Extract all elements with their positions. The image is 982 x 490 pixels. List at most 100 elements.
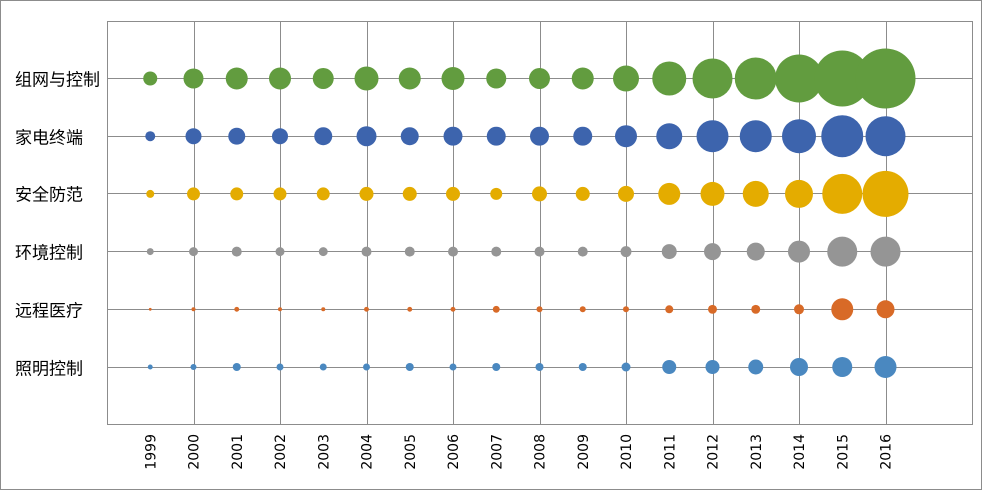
bubble <box>746 242 765 261</box>
x-tick-label: 2005 <box>403 434 419 470</box>
bubble <box>794 304 804 315</box>
bubble <box>618 185 634 202</box>
bubble <box>448 246 458 257</box>
bubble <box>187 187 200 201</box>
x-tick-label: 2008 <box>533 434 549 470</box>
bubble <box>405 363 414 371</box>
bubble <box>490 187 503 200</box>
x-tick-label: 2000 <box>187 434 203 470</box>
bubble <box>742 180 769 207</box>
bubble <box>623 306 629 313</box>
bubble <box>449 363 457 371</box>
bubble <box>822 173 863 214</box>
bubble <box>855 48 916 109</box>
bubble <box>788 240 810 263</box>
bubble <box>143 71 158 86</box>
bubble <box>230 187 244 201</box>
bubble <box>272 128 288 145</box>
y-label: 照明控制 <box>15 360 83 380</box>
bubbles <box>143 48 916 378</box>
x-tick-label: 2003 <box>316 434 332 470</box>
bubble <box>486 126 506 146</box>
y-label: 环境控制 <box>15 244 83 264</box>
bubble <box>613 65 639 92</box>
bubble <box>183 68 204 89</box>
bubble <box>708 304 717 314</box>
bubble <box>318 247 328 257</box>
bubble <box>491 246 502 257</box>
x-tick-label: 2007 <box>489 434 505 470</box>
bubble <box>862 170 909 217</box>
bubble <box>615 125 637 148</box>
bubble <box>785 179 813 208</box>
bubble <box>575 186 590 201</box>
bubble <box>319 363 327 371</box>
bubble <box>821 115 864 158</box>
bubble <box>356 126 377 147</box>
x-tick-label: 2010 <box>619 434 635 470</box>
bubble <box>530 126 549 146</box>
bubble <box>865 116 906 157</box>
bubble <box>231 246 242 257</box>
bubble <box>621 362 631 372</box>
bubble <box>704 243 721 261</box>
bubble <box>278 307 282 312</box>
bubble <box>269 67 291 90</box>
bubble <box>228 127 246 145</box>
bubble <box>876 300 895 319</box>
x-tick-label: 2009 <box>576 434 592 470</box>
bubble <box>535 363 544 371</box>
bubble <box>665 305 674 314</box>
bubble <box>232 363 241 371</box>
bubble <box>234 306 240 312</box>
bubble <box>314 127 333 146</box>
bubble <box>661 244 677 260</box>
bubble <box>734 57 777 100</box>
bubble <box>146 189 155 198</box>
bubble <box>275 247 285 257</box>
bubble <box>364 306 369 312</box>
bubble <box>185 128 202 145</box>
bubble <box>620 246 632 258</box>
bubble <box>190 364 197 370</box>
bubble <box>775 54 823 103</box>
bubble <box>146 248 154 256</box>
bubble <box>790 358 808 376</box>
bubble <box>145 131 156 142</box>
x-tick-label: 2015 <box>835 434 851 470</box>
bubble <box>529 68 550 89</box>
bubble <box>739 120 772 153</box>
bubble <box>662 360 677 374</box>
bubble <box>400 127 419 146</box>
bubble <box>578 363 587 371</box>
x-tick-label: 2004 <box>360 434 376 470</box>
bubble <box>492 363 501 371</box>
bubble <box>748 359 764 375</box>
x-tick-label: 2006 <box>446 434 462 470</box>
bubble <box>191 307 196 312</box>
bubble <box>398 67 421 90</box>
bubble <box>402 186 417 201</box>
bubble <box>579 306 586 313</box>
y-label: 组网与控制 <box>15 71 100 91</box>
bubble <box>814 50 871 107</box>
bubble <box>354 66 379 91</box>
bubble <box>446 186 460 201</box>
bubble <box>273 187 287 201</box>
bubble <box>361 246 372 257</box>
bubble <box>827 236 858 267</box>
bubble <box>404 246 415 257</box>
x-tick-label: 2002 <box>273 434 289 470</box>
x-axis-labels: 1999 2000 2001 2002 2003 2004 2005 2006 2007 2008… <box>143 434 894 470</box>
bubble <box>652 61 687 96</box>
bubble <box>532 186 547 202</box>
bubble <box>148 307 152 311</box>
bubble <box>536 306 543 313</box>
bubble <box>692 58 733 99</box>
bubble <box>450 306 456 312</box>
x-tick-label: 2011 <box>662 434 678 470</box>
bubble <box>577 246 588 257</box>
